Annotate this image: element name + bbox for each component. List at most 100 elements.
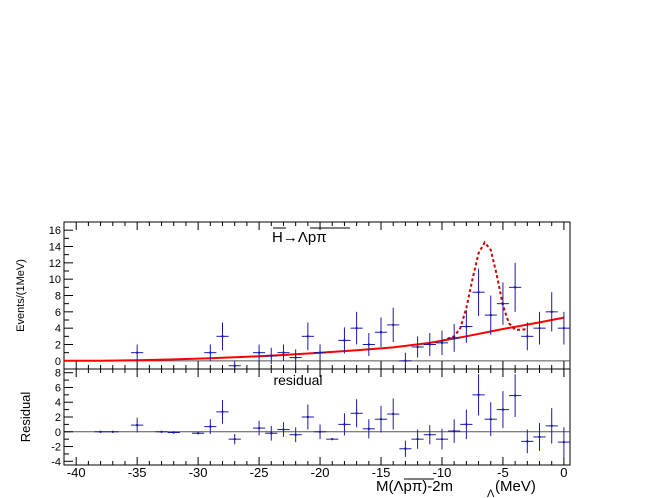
data-point <box>252 344 266 361</box>
marker <box>428 343 431 346</box>
data-point <box>131 344 144 361</box>
marker <box>282 428 285 431</box>
marker <box>562 440 566 444</box>
marker <box>526 440 529 443</box>
marker <box>513 286 517 289</box>
marker <box>465 423 468 426</box>
data-point <box>301 322 314 351</box>
marker <box>392 412 395 416</box>
signal-fit-curve <box>441 240 528 342</box>
data-point <box>265 347 278 365</box>
data-point <box>350 399 363 428</box>
marker <box>135 423 139 427</box>
data-point <box>521 322 534 351</box>
marker <box>550 310 553 314</box>
marker <box>257 351 261 354</box>
marker <box>111 430 114 433</box>
marker <box>538 326 541 330</box>
x-tick-label: -30 <box>189 465 208 480</box>
data-point <box>448 419 461 443</box>
marker <box>440 437 444 441</box>
data-point <box>411 336 424 358</box>
data-point <box>435 428 449 450</box>
data-point <box>460 310 473 343</box>
data-point <box>106 430 119 433</box>
marker <box>465 325 468 328</box>
x-tick-label: -5 <box>497 465 509 480</box>
y-tick-label: -4 <box>51 456 61 468</box>
marker <box>355 326 358 330</box>
data-point <box>533 422 546 451</box>
y-tick-label: 6 <box>55 382 61 394</box>
marker <box>477 291 480 294</box>
data-point <box>484 402 497 437</box>
marker <box>501 408 505 411</box>
marker <box>452 429 456 433</box>
data-point <box>350 311 363 345</box>
marker <box>233 437 236 441</box>
data-point <box>509 262 522 312</box>
data-point <box>228 433 241 445</box>
x-tick-label: -40 <box>67 465 86 480</box>
data-point <box>277 422 290 437</box>
data-point <box>399 352 412 369</box>
y-tick-label: 4 <box>55 323 61 335</box>
marker <box>306 335 310 338</box>
marker <box>452 336 456 340</box>
marker <box>135 351 139 354</box>
marker <box>526 335 529 338</box>
marker <box>257 426 261 430</box>
data-point <box>484 295 497 335</box>
marker <box>282 351 285 354</box>
data-point <box>192 432 205 435</box>
data-point <box>557 427 570 457</box>
data-point <box>362 333 375 356</box>
y-tick-label: 4 <box>55 397 61 409</box>
data-point <box>411 429 424 449</box>
marker <box>379 331 383 334</box>
x-tick-label: -10 <box>433 465 452 480</box>
marker <box>562 326 566 330</box>
data-point <box>338 327 351 354</box>
marker <box>440 341 444 345</box>
data-point <box>277 344 290 361</box>
marker <box>404 447 407 450</box>
marker <box>221 335 224 338</box>
x-tick-label: -25 <box>250 465 269 480</box>
y-tick-label: 0 <box>55 427 61 439</box>
decay-annotation: H→Λpπ <box>272 229 327 246</box>
data-point <box>423 425 436 445</box>
x-axis-title: M(Λpπ)-2m <box>376 478 453 495</box>
marker <box>221 410 224 414</box>
marker <box>428 433 431 436</box>
marker <box>294 433 297 436</box>
data-point <box>289 427 302 443</box>
data-point <box>496 282 510 325</box>
marker <box>99 430 102 433</box>
marker <box>392 323 395 327</box>
data-point <box>533 311 546 345</box>
x-axis-title-unit: (MeV) <box>495 478 536 495</box>
marker <box>343 423 346 426</box>
data-point <box>509 374 522 417</box>
residual-axis-title: Residual <box>18 392 33 443</box>
y-tick-label: 2 <box>55 340 61 352</box>
data-point <box>338 413 351 436</box>
marker <box>489 313 492 317</box>
marker <box>172 431 175 434</box>
marker <box>270 354 273 358</box>
data-point <box>204 419 217 434</box>
y-tick-label: 14 <box>49 242 61 254</box>
marker <box>501 302 505 305</box>
data-point <box>545 292 558 332</box>
y-tick-label: 0 <box>55 356 61 368</box>
marker <box>538 435 541 439</box>
data-point <box>216 400 229 424</box>
y-tick-label: 6 <box>55 307 61 319</box>
data-point <box>387 398 400 430</box>
data-point <box>131 417 144 433</box>
data-point <box>399 440 412 457</box>
marker <box>233 364 236 367</box>
data-point <box>289 349 302 366</box>
